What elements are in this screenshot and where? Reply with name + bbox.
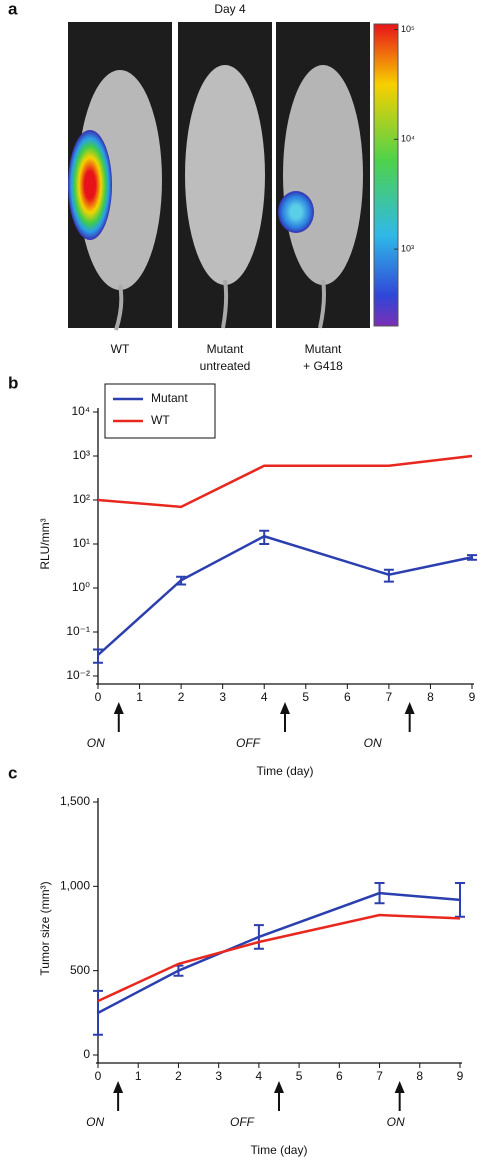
mouse-images [68,22,370,331]
x-tick-label: 0 [95,1069,102,1083]
error-bar [176,575,187,586]
error-bar [259,529,270,545]
x-tick-label: 5 [296,1069,303,1083]
y-axis-title: Tumor size (mm³) [38,881,52,975]
y-tick-label: 1,500 [60,794,90,808]
x-tick-label: 0 [95,690,102,704]
image-caption: Mutant [207,342,244,356]
arrow-head [113,702,124,714]
colorbar-tick-label: 10⁵ [401,24,415,34]
error-bar [383,568,394,583]
arrow-head [113,1081,124,1093]
x-tick-label: 9 [457,1069,464,1083]
series-line [97,454,473,509]
arrow-head [394,1081,405,1093]
x-tick-label: 8 [416,1069,423,1083]
series-line [97,534,473,656]
annotation: ON [87,736,105,750]
x-tick-label: 7 [376,1069,383,1083]
x-tick-label: 6 [336,1069,343,1083]
error-bar [253,924,264,950]
error-bar [93,989,103,1036]
arrow-head [280,702,290,714]
y-tick-label: 10² [73,492,90,506]
y-tick-label: 10⁰ [72,580,90,594]
y-tick-label: 10¹ [73,536,90,550]
x-tick-label: 5 [302,690,309,704]
annotation: ON [86,1115,104,1129]
x-tick-label: 1 [135,1069,142,1083]
y-tick-label: 1,000 [60,879,90,893]
error-bar [455,881,465,918]
error-bar [467,554,477,561]
legend-label: WT [151,413,170,427]
y-axis-title: RLU/mm³ [38,518,52,569]
x-tick-label: 3 [219,690,226,704]
series-line [97,913,461,1003]
y-tick-label: 10⁻¹ [66,624,90,638]
y-tick-label: 10³ [73,448,90,462]
arrow-head [274,1081,284,1093]
x-tick-label: 4 [256,1069,263,1083]
colorbar-tick-label: 10³ [401,244,414,254]
image-caption: Mutant [305,342,342,356]
annotation: OFF [236,736,261,750]
x-tick-label: 3 [215,1069,222,1083]
annotation: ON [387,1115,405,1129]
x-tick-label: 2 [175,1069,182,1083]
x-tick-label: 2 [178,690,185,704]
y-tick-label: 0 [83,1047,90,1061]
image-caption: WT [111,342,130,356]
panel-label: c [8,763,17,782]
x-tick-label: 6 [344,690,351,704]
y-tick-label: 10⁻² [66,668,90,682]
y-tick-label: 500 [70,963,90,977]
legend-label: Mutant [151,391,188,405]
error-bar [93,648,103,664]
error-bar [374,881,385,905]
error-bar [173,964,184,977]
x-tick-label: 7 [386,690,393,704]
x-tick-label: 4 [261,690,268,704]
y-tick-label: 10⁴ [71,404,90,418]
x-tick-label: 1 [136,690,143,704]
panel-label: b [8,373,18,392]
annotation: ON [364,736,382,750]
x-tick-label: 8 [427,690,434,704]
series-line [97,891,461,1014]
axes [96,408,474,685]
colorbar-tick-label: 10⁴ [401,134,415,144]
panel-label: a [8,0,18,18]
arrow-head [404,702,415,714]
colorbar [373,23,399,327]
x-tick-label: 9 [469,690,476,704]
charts: b 10⁻² 10⁻¹ 10⁰ 10¹ 10² 10³ 10⁴ 0 1 2 3 4 5 6 7 8 9 Time (… [8,373,477,1157]
annotation: OFF [230,1115,255,1129]
x-axis-title: Time (day) [251,1143,308,1157]
image-caption: + G418 [303,359,343,373]
panel-title: Day 4 [214,2,246,16]
image-caption: untreated [200,359,251,373]
x-axis-title: Time (day) [257,764,314,778]
panel-a: WT Mutant untreated Mutant + G418 10⁵ 10⁴ 10³ [111,24,415,373]
legend-box [104,383,216,439]
